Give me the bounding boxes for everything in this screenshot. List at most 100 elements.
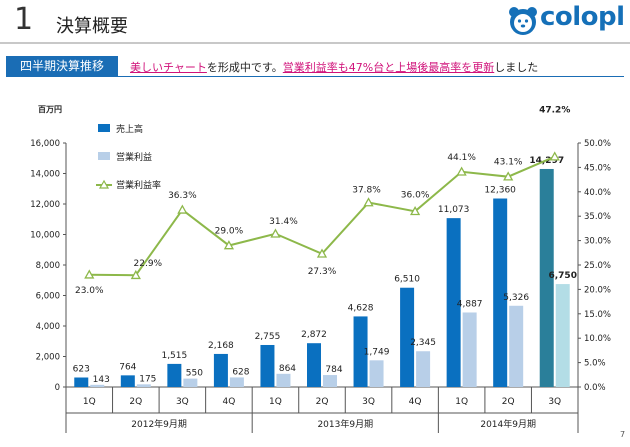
legend-swatch-profit: [98, 152, 110, 160]
revenue-value-label: 12,360: [484, 186, 516, 196]
revenue-bar: [213, 353, 228, 387]
profit-value-label: 864: [279, 364, 296, 374]
margin-marker: [84, 269, 95, 279]
revenue-bar: [539, 168, 554, 387]
revenue-value-label: 764: [119, 362, 136, 372]
category-label: 1Q: [83, 397, 96, 407]
y-tick-label: 0: [55, 383, 60, 393]
margin-marker: [409, 205, 421, 216]
revenue-value-label: 6,510: [394, 275, 420, 285]
margin-value-label: 37.8%: [352, 186, 381, 196]
section-divider: [118, 76, 624, 77]
slide-number: 1: [14, 2, 34, 37]
profit-value-label: 4,887: [457, 299, 483, 309]
profit-value-label: 550: [186, 369, 203, 379]
margin-value-label: 29.0%: [215, 226, 244, 236]
y-tick-label: 12,000: [30, 200, 60, 210]
revenue-value-label: 2,168: [208, 341, 234, 351]
y-tick-label: 14,000: [30, 170, 60, 180]
profit-value-label: 143: [93, 375, 110, 385]
profit-bar: [183, 378, 198, 387]
revenue-value-label: 2,872: [301, 330, 327, 340]
y2-tick-label: 0.0%: [584, 383, 606, 393]
profit-bar: [276, 373, 291, 387]
y2-tick-label: 40.0%: [584, 188, 611, 198]
y-unit-label: 百万円: [38, 105, 62, 114]
headline: 美しいチャートを形成中です。営業利益率も47%台と上場後最高率を更新しました: [130, 59, 538, 75]
profit-value-label: 2,345: [410, 338, 436, 348]
y-tick-label: 10,000: [30, 231, 60, 241]
y2-tick-label: 35.0%: [584, 212, 611, 222]
revenue-bar: [120, 375, 135, 387]
profit-bar: [509, 305, 524, 387]
profit-bar: [555, 284, 570, 387]
y2-tick-label: 20.0%: [584, 285, 611, 295]
category-label: 4Q: [409, 397, 422, 407]
legend-swatch-revenue: [98, 124, 110, 132]
page-title: 決算概要: [56, 16, 128, 37]
margin-value-label: 27.3%: [308, 267, 337, 277]
profit-value-label: 628: [232, 367, 249, 377]
profit-bar: [323, 375, 337, 387]
revenue-value-label: 1,515: [161, 351, 187, 361]
logo-text: colopl: [540, 2, 625, 32]
revenue-bar: [446, 218, 461, 387]
margin-marker: [270, 228, 281, 238]
margin-marker: [456, 166, 467, 176]
profit-bar: [462, 312, 477, 387]
profit-value-label: 5,326: [503, 293, 529, 303]
y-tick-label: 2,000: [36, 353, 60, 363]
profit-bar: [90, 384, 105, 387]
revenue-value-label: 2,755: [255, 332, 281, 342]
colopl-logo: colopl: [506, 2, 626, 38]
y2-tick-label: 10.0%: [584, 334, 611, 344]
revenue-value-label: 623: [73, 364, 90, 374]
category-label: 2Q: [129, 397, 142, 407]
margin-marker: [177, 204, 188, 214]
margin-value-label: 23.0%: [75, 286, 104, 296]
revenue-bar: [493, 198, 508, 387]
y-tick-label: 6,000: [36, 292, 60, 302]
margin-marker: [549, 151, 560, 161]
revenue-value-label: 4,628: [348, 303, 374, 313]
revenue-bar: [260, 344, 275, 387]
bear-mascot-icon: [509, 7, 537, 35]
margin-marker: [223, 240, 235, 250]
margin-marker: [130, 269, 141, 280]
margin-marker: [503, 171, 514, 181]
margin-value-label: 22.9%: [134, 259, 163, 269]
revenue-bar: [167, 363, 182, 387]
y2-tick-label: 45.0%: [584, 163, 611, 173]
category-label: 2Q: [502, 397, 515, 407]
section-label: 四半期決算推移: [6, 56, 118, 77]
revenue-bar: [353, 316, 368, 387]
revenue-bar: [74, 377, 89, 387]
y2-tick-label: 30.0%: [584, 237, 611, 247]
y-tick-label: 4,000: [36, 322, 60, 332]
page-number: 7: [620, 430, 626, 439]
legend-label-margin: 営業利益率: [116, 179, 161, 191]
profit-value-label: 1,749: [364, 347, 390, 357]
y2-tick-label: 25.0%: [584, 261, 611, 271]
y2-tick-label: 5.0%: [584, 359, 606, 369]
category-label: 1Q: [269, 397, 282, 407]
revenue-bar: [307, 343, 321, 387]
fiscal-year-label: 2014年9月期: [480, 418, 536, 430]
fiscal-year-label: 2013年9月期: [317, 418, 373, 430]
profit-bar: [369, 360, 384, 387]
profit-bar: [229, 377, 244, 387]
legend-label-profit: 営業利益: [116, 151, 152, 163]
y2-tick-label: 50.0%: [584, 139, 611, 149]
category-label: 3Q: [548, 397, 561, 407]
profit-bar: [416, 351, 431, 387]
margin-value-label: 36.0%: [401, 190, 430, 200]
y2-tick-label: 15.0%: [584, 310, 611, 320]
headline-text-1: を形成中です。: [206, 61, 283, 74]
fiscal-year-label: 2012年9月期: [131, 418, 187, 430]
category-label: 4Q: [223, 397, 236, 407]
category-label: 3Q: [176, 397, 189, 407]
profit-value-label: 175: [139, 374, 156, 384]
margin-marker: [316, 248, 328, 258]
revenue-value-label: 11,073: [438, 205, 470, 215]
